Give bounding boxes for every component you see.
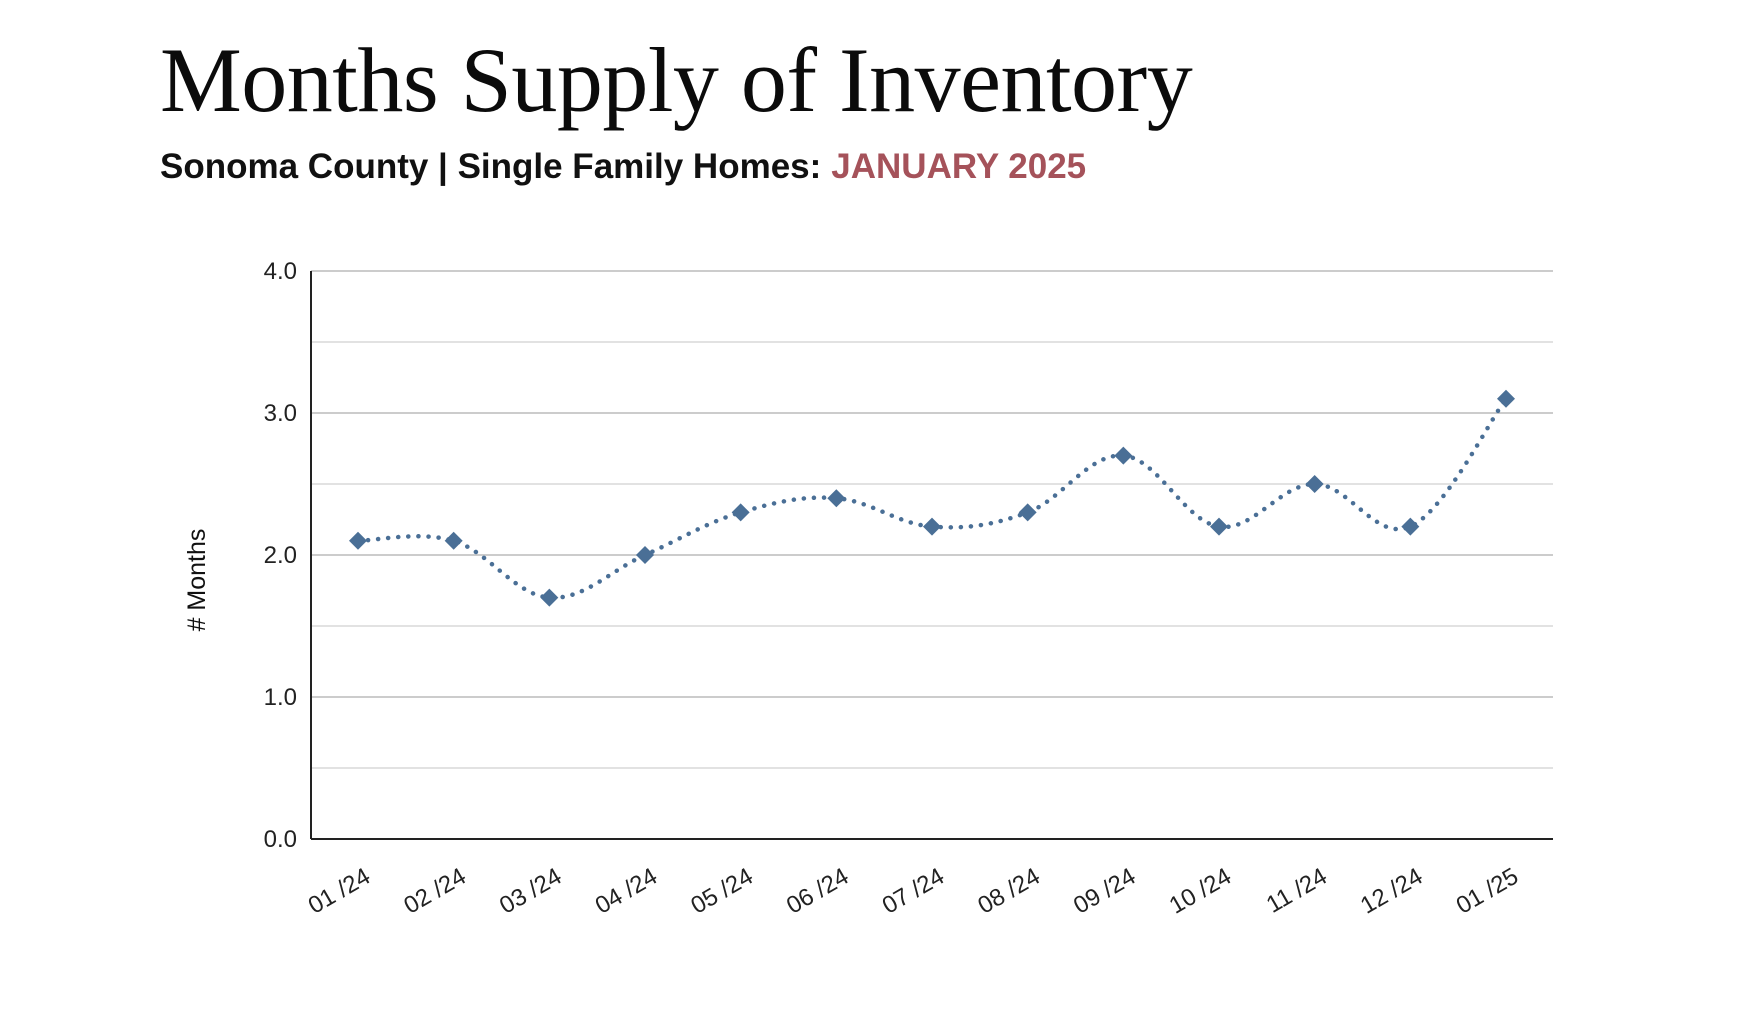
series-1 bbox=[349, 389, 1515, 607]
data-point-marker bbox=[1497, 389, 1515, 408]
x-tick-label: 04 /24 bbox=[591, 863, 662, 920]
x-tick-label: 06 /24 bbox=[782, 863, 853, 920]
data-point-marker bbox=[923, 517, 941, 536]
x-tick-label: 09 /24 bbox=[1069, 863, 1140, 920]
data-point-marker bbox=[827, 489, 846, 508]
y-tick-label: 3.0 bbox=[264, 400, 297, 427]
data-point-marker bbox=[349, 531, 367, 550]
x-tick-label: 02 /24 bbox=[399, 863, 470, 920]
x-tick-label: 10 /24 bbox=[1165, 863, 1236, 920]
subtitle-main: Sonoma County | Single Family Homes: bbox=[160, 147, 822, 186]
data-point-marker bbox=[444, 531, 463, 550]
x-tick-label: 08 /24 bbox=[973, 863, 1044, 920]
series-line bbox=[355, 396, 1509, 600]
data-point-marker bbox=[1018, 503, 1037, 522]
x-tick-label: 03 /24 bbox=[495, 863, 566, 920]
page-subtitle: Sonoma County | Single Family Homes: JANU… bbox=[160, 146, 1086, 188]
y-tick-label: 1.0 bbox=[264, 684, 297, 711]
gridlines bbox=[311, 270, 1553, 769]
y-tick-labels: 0.0 1.0 2.0 3.0 4.0 bbox=[264, 258, 297, 853]
data-point-marker bbox=[540, 588, 559, 607]
x-tick-labels: 01 /24 02 /24 03 /24 04 /24 05 /24 06 /24 07 /… bbox=[304, 863, 1523, 920]
y-tick-label: 2.0 bbox=[264, 542, 297, 569]
x-tick-label: 05 /24 bbox=[686, 863, 757, 920]
data-point-marker bbox=[1401, 517, 1420, 536]
x-tick-label: 01 /24 bbox=[304, 863, 375, 920]
page-title: Months Supply of Inventory bbox=[160, 29, 1193, 131]
data-point-marker bbox=[731, 503, 750, 522]
y-tick-label: 4.0 bbox=[264, 258, 297, 285]
y-axis-title: # Months bbox=[183, 529, 211, 632]
data-point-marker bbox=[636, 546, 654, 564]
data-point-marker bbox=[1114, 446, 1133, 465]
x-tick-label: 07 /24 bbox=[878, 863, 949, 920]
x-tick-label: 12 /24 bbox=[1356, 863, 1427, 920]
x-tick-label: 11 /24 bbox=[1262, 863, 1332, 919]
subtitle-highlight: JANUARY 2025 bbox=[831, 147, 1087, 186]
data-point-marker bbox=[1305, 475, 1324, 493]
axes bbox=[310, 271, 1553, 840]
data-point-marker bbox=[1210, 517, 1228, 536]
y-tick-label: 0.0 bbox=[264, 826, 297, 853]
x-tick-label: 01 /25 bbox=[1452, 863, 1523, 920]
